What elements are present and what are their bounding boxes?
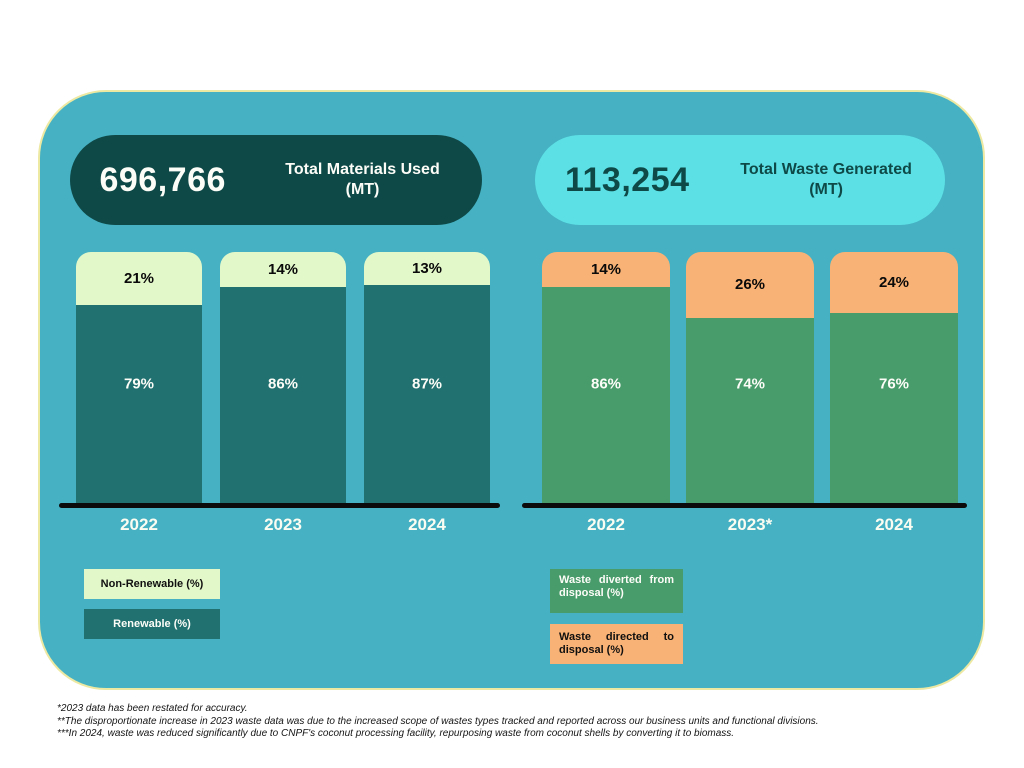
- year-label-2024: 2024: [408, 515, 446, 534]
- year-label-2024: 2024: [875, 515, 913, 534]
- total-materials-title-line1: Total Materials Used: [285, 161, 440, 178]
- value-label-waste-diverted-from-disposal-2023: 74%: [734, 375, 766, 393]
- segment-non-renewable-2024: 13%: [364, 252, 490, 285]
- segment-waste-directed-to-disposal-2023: 26%: [686, 252, 814, 318]
- waste-bars: 14% 86% 26% 74% 24% 76%: [542, 252, 958, 505]
- year-label-2022: 2022: [120, 515, 158, 534]
- segment-renewable-2023: [220, 287, 346, 505]
- footnotes: *2023 data has been restated for accurac…: [57, 703, 819, 741]
- bar-2023: 14% 86%: [220, 252, 346, 505]
- total-materials-title: Total Materials Used (MT): [255, 160, 469, 200]
- total-materials-title-line2: (MT): [345, 181, 380, 198]
- legend-renewable: Renewable (%): [84, 609, 220, 639]
- value-label-non-renewable-2024: 13%: [411, 259, 443, 277]
- value-label-non-renewable-2022: 21%: [123, 270, 155, 288]
- legend-waste-directed-label: Waste directed to disposal (%): [559, 631, 674, 656]
- total-waste-title: Total Waste Generated (MT): [720, 160, 933, 200]
- bar-2022: 14% 86%: [542, 252, 670, 505]
- value-label-renewable-2024: 87%: [411, 375, 443, 393]
- year-label-2023: 2023: [264, 515, 302, 534]
- value-label-waste-diverted-from-disposal-2022: 86%: [590, 375, 622, 393]
- segment-waste-directed-to-disposal-2022: 14%: [542, 252, 670, 288]
- legend-non-renewable: Non-Renewable (%): [84, 569, 220, 599]
- year-label-2022: 2022: [587, 515, 625, 534]
- sustainability-summary-card: 696,766 Total Materials Used (MT) 113,25…: [38, 90, 985, 690]
- waste-chart: 14% 86% 26% 74% 24% 76%: [542, 252, 958, 505]
- total-waste-title-line1: Total Waste Generated: [740, 161, 912, 178]
- value-label-waste-directed-to-disposal-2022: 14%: [590, 261, 622, 279]
- segment-waste-directed-to-disposal-2024: 24%: [830, 252, 958, 313]
- waste-year-labels: 2022 2023* 2024: [542, 515, 958, 535]
- segment-non-renewable-2023: 14%: [220, 252, 346, 288]
- segment-waste-diverted-from-disposal-2023: [686, 317, 814, 505]
- materials-chart: 21% 79% 14% 86% 13% 87%: [76, 252, 490, 505]
- footnote-3: ***In 2024, waste was reduced significan…: [57, 728, 735, 739]
- total-waste-title-line2: (MT): [809, 181, 843, 198]
- waste-axis-line: [522, 503, 967, 508]
- legend-non-renewable-label: Non-Renewable (%): [100, 578, 204, 590]
- bar-2024: 13% 87%: [364, 252, 490, 505]
- legend-renewable-label: Renewable (%): [113, 618, 191, 630]
- total-waste-pill: 113,254 Total Waste Generated (MT): [535, 135, 945, 225]
- segment-non-renewable-2022: 21%: [76, 252, 202, 306]
- materials-year-labels: 2022 2023 2024: [76, 515, 490, 535]
- legend-waste-directed: Waste directed to disposal (%): [550, 624, 683, 664]
- value-label-non-renewable-2023: 14%: [267, 261, 299, 279]
- total-materials-pill: 696,766 Total Materials Used (MT): [70, 135, 482, 225]
- footnote-2: **The disproportionate increase in 2023 …: [57, 715, 819, 727]
- legend-waste-diverted-label: Waste diverted from disposal (%): [559, 574, 674, 599]
- materials-axis-line: [59, 503, 500, 508]
- total-materials-value: 696,766: [99, 160, 226, 199]
- value-label-waste-directed-to-disposal-2023: 26%: [734, 276, 766, 294]
- segment-waste-diverted-from-disposal-2022: [542, 287, 670, 505]
- bar-2023: 26% 74%: [686, 252, 814, 505]
- legend-waste-diverted: Waste diverted from disposal (%): [550, 569, 683, 613]
- year-label-2023: 2023*: [727, 515, 773, 534]
- footnote-1: *2023 data has been restated for accurac…: [57, 703, 248, 714]
- segment-renewable-2024: [364, 284, 490, 505]
- value-label-renewable-2023: 86%: [267, 375, 299, 393]
- value-label-renewable-2022: 79%: [123, 375, 155, 393]
- value-label-waste-diverted-from-disposal-2024: 76%: [878, 375, 910, 393]
- bar-2024: 24% 76%: [830, 252, 958, 505]
- materials-bars: 21% 79% 14% 86% 13% 87%: [76, 252, 490, 505]
- total-waste-value: 113,254: [564, 160, 690, 199]
- segment-renewable-2022: [76, 305, 202, 505]
- bar-2022: 21% 79%: [76, 252, 202, 505]
- value-label-waste-directed-to-disposal-2024: 24%: [878, 273, 910, 291]
- segment-waste-diverted-from-disposal-2024: [830, 312, 958, 505]
